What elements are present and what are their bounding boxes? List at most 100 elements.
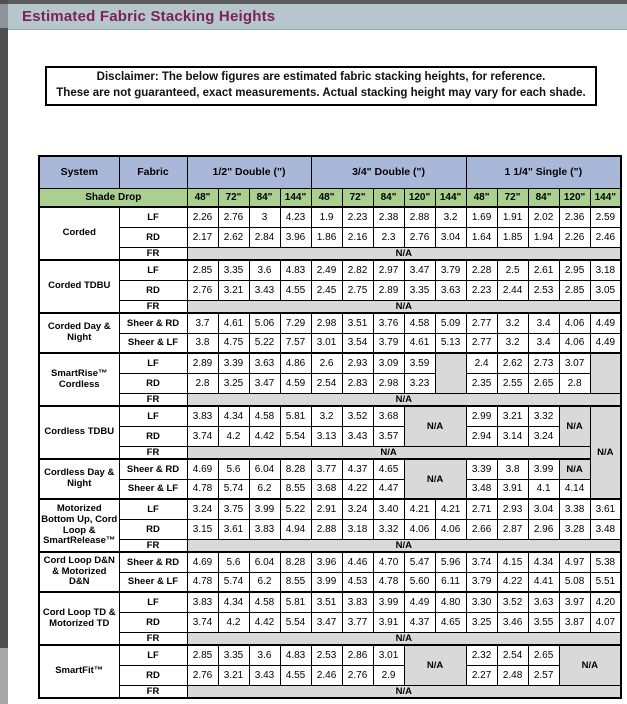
shade-drop-size-header: 144"	[434, 187, 467, 208]
value-cell: 3.13	[310, 425, 343, 447]
value-cell: 3.91	[372, 611, 405, 633]
value-cell: 3.18	[341, 518, 374, 540]
fabric-cell: FR	[118, 684, 188, 699]
value-cell: 3.24	[186, 498, 219, 520]
fabric-cell: Sheer & RD	[118, 458, 188, 480]
value-cell: 4.49	[403, 591, 436, 613]
shade-drop-size-header: 144"	[589, 187, 622, 208]
value-cell: 4.78	[186, 571, 219, 593]
table-row: RD 2.76 3.21 3.43 4.55 2.45 2.75 2.89 3.35 3.63 2.…	[39, 279, 622, 301]
value-cell: 3.24	[341, 498, 374, 520]
value-cell: 2.76	[186, 279, 219, 301]
value-cell: 4.42	[248, 425, 281, 447]
value-cell: 3.23	[403, 372, 436, 394]
value-cell: 2.93	[496, 498, 529, 520]
value-cell: 4.78	[372, 571, 405, 593]
value-cell: 3.39	[217, 352, 250, 374]
value-cell: 2.62	[496, 352, 529, 374]
fabric-cell: Sheer & LF	[118, 332, 188, 354]
value-cell: 3.15	[186, 518, 219, 540]
value-cell: 4.2	[217, 611, 250, 633]
value-cell: 4.22	[341, 478, 374, 500]
fabric-cell: RD	[118, 226, 188, 248]
value-cell: 2.54	[310, 372, 343, 394]
value-cell: 3.21	[217, 664, 250, 686]
value-cell: 4.80	[434, 591, 467, 613]
system-cell: SmartFit™	[38, 644, 120, 699]
system-cell: SmartRise™ Cordless	[38, 352, 120, 407]
value-cell: 3.52	[341, 405, 374, 427]
value-cell: 4.58	[403, 312, 436, 334]
value-cell: 3.74	[186, 425, 219, 447]
value-cell: 4.06	[558, 312, 591, 334]
value-cell: 2.57	[527, 664, 560, 686]
value-cell: 3.32	[372, 518, 405, 540]
value-cell: 3.18	[589, 259, 622, 281]
value-cell: 3.09	[372, 352, 405, 374]
value-cell: 2.61	[527, 259, 560, 281]
na-cell: N/A	[403, 458, 467, 500]
value-cell: 3.83	[186, 405, 219, 427]
fabric-cell: LF	[118, 206, 188, 228]
window-left-edge	[0, 0, 8, 704]
table-row: Cordless TDBU LF 3.83 4.34 4.58 5.81 3.2 3.52 3.…	[38, 405, 622, 500]
value-cell: 5.96	[434, 551, 467, 573]
value-cell: 3.05	[589, 279, 622, 301]
na-cell: N/A	[403, 405, 467, 447]
value-cell: 4.65	[434, 611, 467, 633]
value-cell: 6.11	[434, 571, 467, 593]
value-cell: 2.54	[496, 644, 529, 666]
value-cell: 4.61	[403, 332, 436, 354]
table-row: FR N/A	[39, 392, 622, 407]
value-cell: 2.46	[310, 664, 343, 686]
value-cell: 3.04	[434, 226, 467, 248]
group-header: 1 1/4" Single (")	[465, 155, 622, 189]
value-cell: 2.59	[589, 206, 622, 228]
na-cell: N/A	[186, 299, 622, 314]
value-cell: 2.48	[496, 664, 529, 686]
value-cell: 3.91	[496, 478, 529, 500]
value-cell: 2.4	[465, 352, 498, 374]
value-cell: 3.2	[496, 312, 529, 334]
value-cell: 4.49	[589, 332, 622, 354]
shade-drop-size-header: 120"	[403, 187, 436, 208]
group-header: 1/2" Double (")	[186, 155, 312, 189]
shade-drop-row: Shade Drop 48" 72" 84" 144" 48" 72" 84" 120" 144"…	[38, 187, 622, 208]
value-cell: 3.4	[527, 332, 560, 354]
na-cell: N/A	[558, 458, 591, 480]
value-cell: 8.55	[279, 478, 312, 500]
table-row: RD 2.8 3.25 3.47 4.59 2.54 2.83 2.98 3.23 2.35 2.5…	[39, 372, 621, 394]
fabric-cell: RD	[118, 425, 188, 447]
value-cell: 3.6	[248, 259, 281, 281]
value-cell: 2.98	[372, 372, 405, 394]
value-cell: 2.73	[527, 352, 560, 374]
fabric-cell: Sheer & RD	[118, 312, 188, 334]
value-cell: 2.28	[465, 259, 498, 281]
value-cell: 4.61	[217, 312, 250, 334]
value-cell: 3.74	[186, 611, 219, 633]
value-cell: 2.32	[465, 644, 498, 666]
value-cell: 5.22	[248, 332, 281, 354]
value-cell: 1.86	[310, 226, 343, 248]
value-cell: 3.43	[248, 279, 281, 301]
value-cell: 3.61	[217, 518, 250, 540]
value-cell: 2.27	[465, 664, 498, 686]
value-cell: 2.89	[372, 279, 405, 301]
value-cell: 3.79	[434, 259, 467, 281]
value-cell: 4.83	[279, 644, 312, 666]
value-cell: 5.08	[558, 571, 591, 593]
table-row: Corded Day & Night Sheer & RD 3.7 4.61 5.06 7…	[38, 312, 622, 354]
table-row: RD 3.74 4.2 4.42 5.54 3.13 3.43 3.57 2.94 3.14 3.2…	[39, 425, 621, 447]
value-cell: 3.47	[248, 372, 281, 394]
value-cell: 2.85	[186, 259, 219, 281]
window-top-edge	[0, 0, 627, 4]
fabric-cell: LF	[118, 352, 188, 374]
fabric-cell: Sheer & RD	[118, 551, 188, 573]
value-cell: 4.34	[217, 591, 250, 613]
value-cell: 4.2	[217, 425, 250, 447]
value-cell: 4.78	[186, 478, 219, 500]
fabric-cell: FR	[118, 246, 188, 261]
value-cell: 2.36	[558, 206, 591, 228]
value-cell: 2.23	[341, 206, 374, 228]
value-cell: 3.35	[217, 644, 250, 666]
